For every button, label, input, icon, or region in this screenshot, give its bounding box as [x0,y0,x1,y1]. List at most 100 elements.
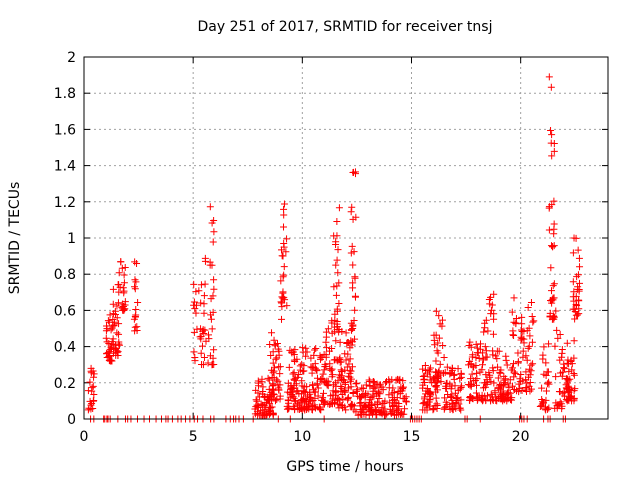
y-tick-label: 0.8 [54,267,76,283]
data-point [274,377,282,385]
data-point [469,363,477,371]
data-point [340,376,348,384]
data-point [334,357,342,365]
data-point [529,318,537,326]
data-point [336,338,344,346]
data-point [545,378,553,386]
data-point [210,276,218,284]
data-point [321,363,329,371]
data-point [432,388,440,396]
data-point [539,351,547,359]
data-point [490,290,498,298]
data-point [528,338,536,346]
data-point [109,285,117,293]
data-point [328,345,336,353]
data-point [517,370,525,378]
data-point [103,338,111,346]
data-point [352,293,360,301]
data-point [274,345,282,353]
data-point [503,390,511,398]
data-point [86,378,94,386]
x-tick-label: 0 [80,429,89,445]
data-point [511,370,519,378]
data-point [338,401,346,409]
data-point [466,338,474,346]
data-point [423,384,431,392]
data-point [488,301,496,309]
data-point [191,357,199,365]
data-point [210,285,218,293]
data-point [277,277,285,285]
data-point [369,392,377,400]
data-point [361,392,369,400]
data-point [569,278,577,286]
data-point [296,366,304,374]
data-point [118,264,126,272]
data-point [333,256,341,264]
data-point [554,401,562,409]
data-point [570,371,578,379]
data-point [109,316,117,324]
data-point [269,409,277,417]
data-point [502,356,510,364]
data-point [349,284,357,292]
data-point [313,374,321,382]
data-point [514,349,522,357]
data-point [344,339,352,347]
data-point [469,351,477,359]
data-point [351,273,359,281]
data-point [453,396,461,404]
data-point [341,380,349,388]
data-point [344,396,352,404]
data-point [353,386,361,394]
data-point [117,258,125,266]
data-point [200,292,208,300]
data-point [481,319,489,327]
data-point [115,288,123,296]
data-point [374,398,382,406]
data-point [332,261,340,269]
data-point [509,327,517,335]
data-point [522,352,530,360]
data-point [319,394,327,402]
data-point [457,373,465,381]
data-point [439,341,447,349]
data-point [107,357,115,365]
data-point [547,83,555,91]
data-point [559,368,567,376]
data-point [486,371,494,379]
data-point [269,380,277,388]
data-point [569,293,577,301]
data-point [365,411,373,419]
data-point [287,385,295,393]
data-point [279,273,287,281]
y-tick-label: 0.4 [54,340,76,356]
data-point [278,315,286,323]
data-point [548,201,556,209]
data-point [106,351,114,359]
data-point [448,366,456,374]
data-point [431,382,439,390]
data-point [487,306,495,314]
data-point [432,368,440,376]
data-point [334,394,342,402]
data-point [483,392,491,400]
data-point [319,389,327,397]
data-point [377,408,385,416]
data-point [209,308,217,316]
y-tick-label: 1.6 [54,122,76,138]
data-point [574,283,582,291]
data-point [338,368,346,376]
data-point [350,317,358,325]
data-point [454,386,462,394]
data-point [549,243,557,251]
data-point [314,384,322,392]
data-point [436,320,444,328]
data-point [265,399,273,407]
data-point [120,271,128,279]
data-point [280,211,288,219]
data-point [472,340,480,348]
data-point [305,400,313,408]
data-point [380,400,388,408]
data-point [90,370,98,378]
